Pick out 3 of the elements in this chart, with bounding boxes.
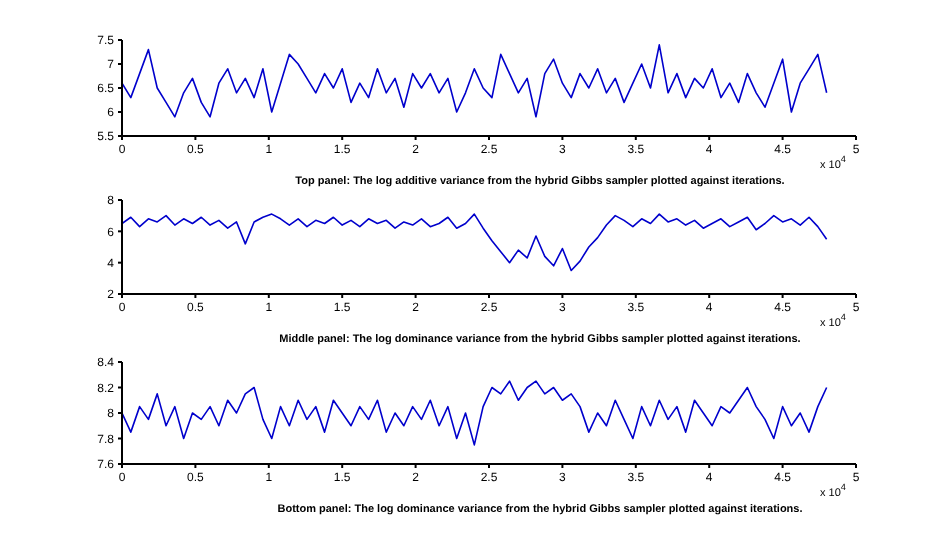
line-series bbox=[122, 380, 828, 446]
line-series bbox=[122, 213, 828, 272]
line-series bbox=[122, 44, 828, 118]
